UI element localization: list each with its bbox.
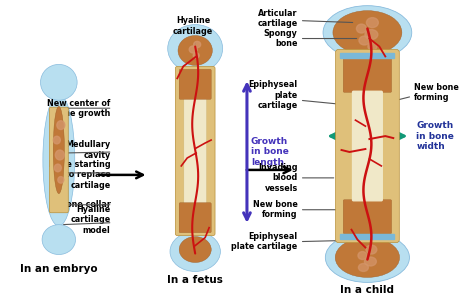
- Ellipse shape: [366, 18, 378, 28]
- FancyBboxPatch shape: [336, 50, 399, 243]
- Text: Bone starting
to replace
cartilage: Bone starting to replace cartilage: [49, 160, 110, 190]
- FancyBboxPatch shape: [49, 107, 68, 213]
- Text: Articular
cartilage: Articular cartilage: [257, 9, 298, 28]
- Ellipse shape: [323, 6, 412, 59]
- Bar: [340, 54, 394, 58]
- Ellipse shape: [365, 29, 378, 40]
- Ellipse shape: [179, 237, 211, 262]
- Ellipse shape: [356, 24, 366, 33]
- Ellipse shape: [365, 257, 376, 266]
- Ellipse shape: [55, 164, 61, 172]
- Text: Growth
in bone
length: Growth in bone length: [251, 137, 289, 167]
- Text: In a child: In a child: [340, 285, 394, 295]
- FancyBboxPatch shape: [343, 58, 392, 92]
- Ellipse shape: [57, 121, 65, 130]
- Text: Invading
blood
vessels: Invading blood vessels: [258, 163, 298, 193]
- FancyBboxPatch shape: [353, 91, 382, 201]
- FancyBboxPatch shape: [175, 66, 215, 236]
- Ellipse shape: [359, 36, 370, 45]
- Ellipse shape: [42, 225, 75, 254]
- Ellipse shape: [366, 245, 377, 254]
- Text: New bone
forming: New bone forming: [253, 200, 298, 219]
- FancyBboxPatch shape: [179, 69, 211, 99]
- Ellipse shape: [53, 106, 64, 194]
- Ellipse shape: [325, 233, 410, 282]
- Text: Medullary
cavity: Medullary cavity: [65, 140, 110, 160]
- Ellipse shape: [58, 177, 64, 183]
- Ellipse shape: [358, 264, 368, 271]
- Ellipse shape: [55, 150, 64, 160]
- Text: Bone collar: Bone collar: [60, 200, 110, 209]
- Text: Spongy
bone: Spongy bone: [264, 29, 298, 48]
- Ellipse shape: [368, 43, 377, 50]
- Text: In an embryo: In an embryo: [20, 264, 98, 275]
- Ellipse shape: [40, 64, 77, 100]
- FancyBboxPatch shape: [184, 79, 207, 223]
- Ellipse shape: [193, 53, 199, 58]
- Ellipse shape: [54, 136, 60, 144]
- Text: Hyaline
cartilage
model: Hyaline cartilage model: [70, 205, 110, 235]
- Ellipse shape: [170, 232, 220, 271]
- Ellipse shape: [168, 25, 223, 72]
- Ellipse shape: [178, 36, 212, 65]
- Ellipse shape: [43, 94, 75, 226]
- Ellipse shape: [194, 41, 201, 48]
- Text: New bone
forming: New bone forming: [414, 83, 459, 102]
- FancyBboxPatch shape: [179, 203, 211, 233]
- Ellipse shape: [335, 238, 400, 278]
- Text: In a fetus: In a fetus: [167, 275, 223, 285]
- Text: Hyaline
cartilage: Hyaline cartilage: [173, 16, 213, 36]
- Text: New center of
bone growth: New center of bone growth: [47, 98, 110, 118]
- Bar: [340, 234, 394, 239]
- Text: Growth
in bone
width: Growth in bone width: [416, 121, 454, 151]
- FancyBboxPatch shape: [343, 200, 392, 234]
- Ellipse shape: [189, 46, 197, 53]
- Ellipse shape: [333, 11, 402, 54]
- Ellipse shape: [358, 251, 367, 260]
- Text: Epiphyseal
plate cartilage: Epiphyseal plate cartilage: [231, 232, 298, 251]
- Text: Epiphyseal
plate
cartilage: Epiphyseal plate cartilage: [248, 80, 298, 110]
